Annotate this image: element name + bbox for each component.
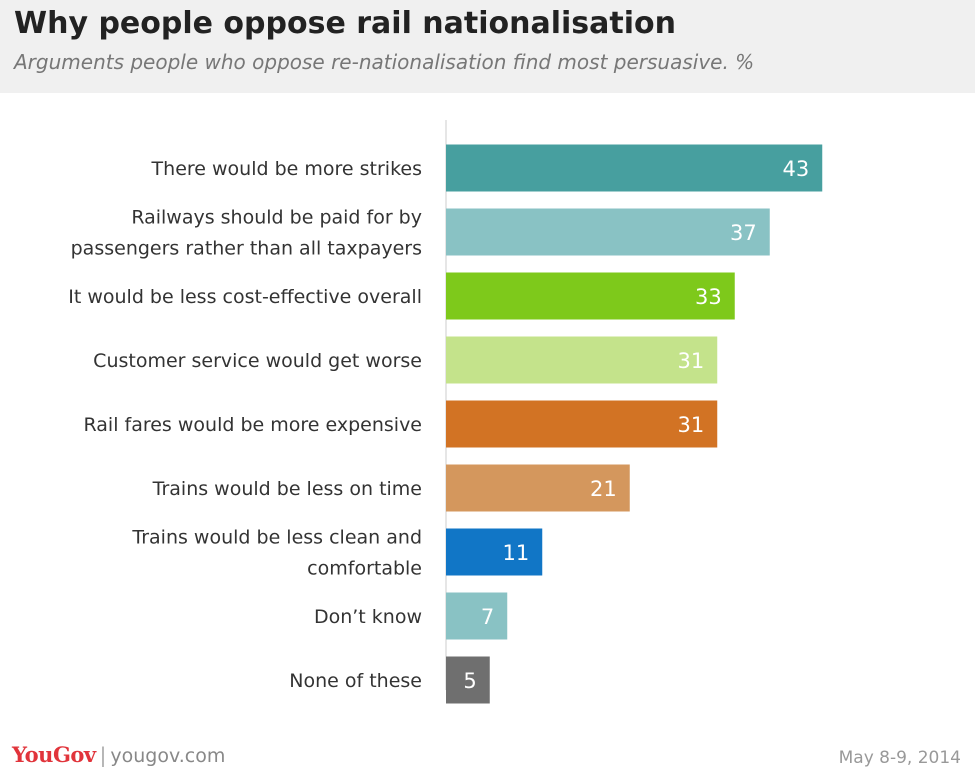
bar-6 — [446, 528, 543, 576]
bar-7 — [446, 592, 508, 640]
footer-brand: YouGov | yougov.com — [12, 742, 225, 767]
category-label-3-0: Customer service would get worse — [93, 350, 422, 372]
category-label-5-0: Trains would be less on time — [152, 478, 422, 500]
category-label-6-0: Trains would be less clean and — [131, 527, 422, 549]
bar-value-label-3: 31 — [678, 349, 705, 373]
yougov-logo[interactable]: YouGov — [12, 742, 96, 767]
category-label-1-0: Railways should be paid for by — [131, 207, 422, 229]
bar-value-label-4: 31 — [678, 413, 705, 437]
footer-date: May 8-9, 2014 — [838, 748, 961, 768]
bar-5 — [446, 464, 630, 512]
category-label-2-0: It would be less cost-effective overall — [68, 286, 422, 308]
bar-value-label-2: 33 — [695, 285, 722, 309]
bar-value-label-5: 21 — [590, 477, 617, 501]
chart-title: Why people oppose rail nationalisation — [14, 6, 676, 41]
category-label-4-0: Rail fares would be more expensive — [83, 414, 422, 436]
footer-site[interactable]: yougov.com — [110, 745, 226, 767]
category-label-6-1: comfortable — [307, 558, 422, 580]
chart-subtitle: Arguments people who oppose re-nationali… — [14, 50, 755, 74]
header: Why people oppose rail nationalisation A… — [0, 0, 975, 93]
bar-value-label-7: 7 — [481, 605, 494, 629]
bar-4 — [446, 400, 718, 448]
bar-1 — [446, 208, 770, 256]
bar-value-label-8: 5 — [463, 669, 476, 693]
category-label-8-0: None of these — [289, 670, 422, 692]
category-label-1-1: passengers rather than all taxpayers — [71, 238, 422, 260]
bar-2 — [446, 272, 735, 320]
category-label-7-0: Don’t know — [314, 606, 422, 628]
bar-value-label-1: 37 — [730, 221, 757, 245]
category-label-0-0: There would be more strikes — [151, 158, 422, 180]
logo-separator: | — [99, 743, 107, 767]
bar-value-label-0: 43 — [783, 157, 810, 181]
bar-0 — [446, 144, 823, 192]
bar-3 — [446, 336, 718, 384]
bar-8 — [446, 656, 490, 704]
bar-value-label-6: 11 — [503, 541, 530, 565]
